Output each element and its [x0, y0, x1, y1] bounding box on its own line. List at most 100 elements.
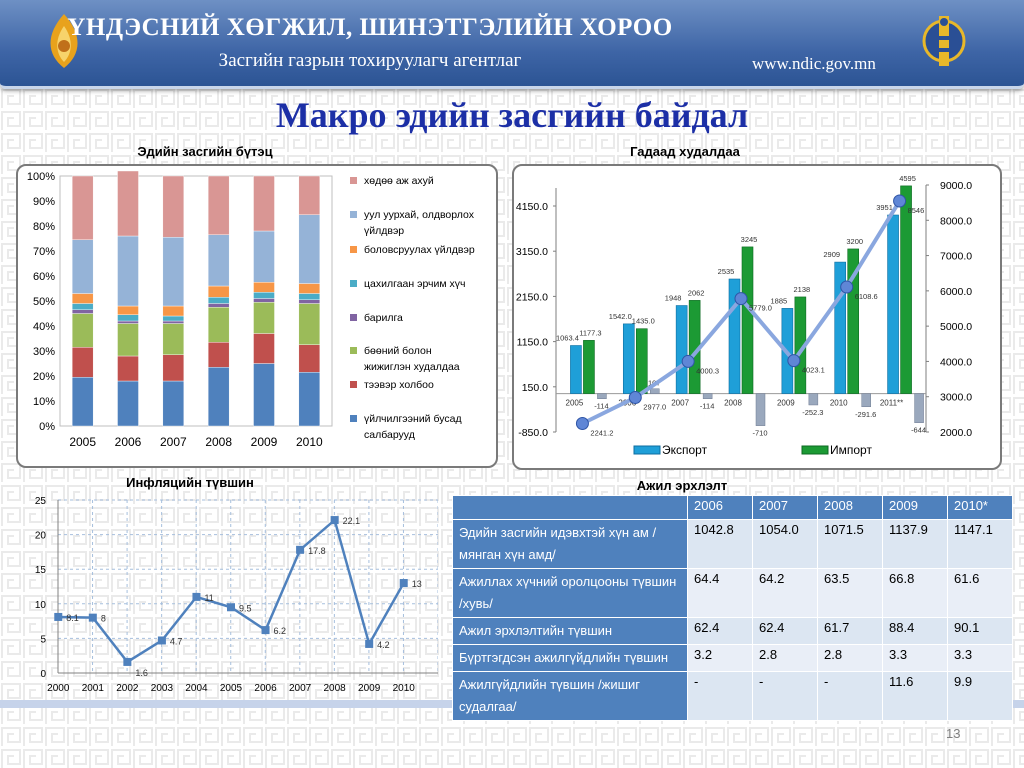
y-tick-label: 5 [40, 634, 46, 645]
table-header-cell: 2010* [947, 495, 1013, 520]
bar-segment [71, 293, 94, 304]
inflation-point [399, 579, 408, 588]
table-cell: 9.9 [947, 671, 1013, 721]
inflation-value-label: 4.7 [170, 636, 183, 646]
legend-label: Экспорт [662, 443, 708, 457]
balance-bar [755, 393, 766, 426]
bar-segment [253, 175, 275, 232]
total-point [893, 194, 907, 208]
x-tick-label: 2008 [324, 683, 347, 694]
legend-swatch [350, 280, 357, 287]
export-bar [887, 214, 899, 394]
table-cell: 63.5 [817, 568, 883, 618]
inflation-point [157, 636, 166, 645]
header-banner: ҮНДЭСНИЙ ХӨГЖИЛ, ШИНЭТГЭЛИЙН ХОРОО Засги… [0, 0, 1024, 89]
bar-segment [298, 344, 321, 373]
total-point [840, 280, 854, 294]
right-tick-label: 8000.0 [940, 215, 972, 227]
x-tick-label: 2010 [393, 683, 416, 694]
bar-segment [162, 175, 185, 238]
x-tick-label: 2010 [296, 435, 323, 449]
inflation-value-label: 13 [412, 579, 422, 589]
bar-segment [207, 303, 230, 308]
page-number: 13 [946, 726, 961, 741]
table-cell: 90.1 [947, 617, 1013, 645]
balance-value-label: -291.6 [855, 410, 876, 419]
bar-segment [207, 234, 230, 287]
bar-segment [117, 320, 139, 324]
row-label: Ажиллах хүчний оролцооны түвшин /хувь/ [452, 568, 688, 618]
y-tick-label: 60% [33, 271, 55, 283]
table-header-cell: 2007 [752, 495, 818, 520]
x-tick-label: 2005 [566, 399, 584, 408]
balance-value-label: -252.3 [802, 408, 823, 417]
bar-segment [162, 320, 185, 324]
table-cell: 62.4 [752, 617, 818, 645]
ndic-logo-icon [50, 14, 78, 68]
legend-label: бөөний болон жижиглэн худалдаа [364, 345, 460, 373]
inflation-value-label: 8.1 [66, 613, 79, 623]
bar-segment [298, 299, 321, 304]
table-cell: 1147.1 [947, 519, 1013, 569]
table-cell: 62.4 [687, 617, 753, 645]
x-tick-label: 2009 [358, 683, 381, 694]
import-bar [900, 185, 912, 394]
table-row: Эдийн засгийн идэвхтэй хүн ам /мянган хү… [452, 519, 1013, 569]
bar-segment [162, 380, 185, 427]
y-tick-label: 20% [33, 371, 55, 383]
inflation-point [54, 612, 63, 621]
inflation-value-label: 22.1 [343, 516, 361, 526]
inflation-point [192, 592, 201, 601]
row-label: Ажил эрхлэлтийн түвшин [452, 617, 688, 645]
import-value-label: 3245 [741, 235, 758, 244]
row-label: Эдийн засгийн идэвхтэй хүн ам /мянган хү… [452, 519, 688, 569]
export-value-label: 1063.4 [556, 334, 579, 343]
total-value-label: 2241.2 [590, 428, 613, 437]
total-point [787, 354, 801, 368]
table-header-blank [452, 495, 688, 520]
x-tick-label: 2006 [254, 683, 277, 694]
bar-segment [162, 315, 185, 322]
total-value-label: 8546 [908, 206, 925, 215]
y-tick-label: 100% [27, 171, 55, 183]
import-value-label: 1177.3 [579, 328, 601, 337]
import-value-label: 1435.0 [632, 317, 655, 326]
total-value-label: 4023.1 [802, 366, 825, 375]
balance-value-label: -710 [752, 429, 767, 438]
export-value-label: 1948 [665, 294, 682, 303]
bar-segment [71, 377, 94, 427]
bar-segment [117, 235, 139, 307]
inflation-point [365, 639, 374, 648]
website-link[interactable]: www.ndic.gov.mn [752, 54, 876, 73]
left-tick-label: 150.0 [522, 382, 548, 394]
inflation-value-label: 8 [101, 614, 106, 624]
y-tick-label: 70% [33, 246, 55, 258]
y-tick-label: 10 [35, 600, 47, 611]
export-bar [570, 345, 582, 394]
legend-label: үйлчилгээний бусад салбарууд [364, 413, 462, 441]
inflation-value-label: 9.5 [239, 603, 252, 613]
bar-segment [207, 175, 230, 235]
right-tick-label: 9000.0 [940, 180, 972, 192]
table-cell: 64.4 [687, 568, 753, 618]
x-tick-label: 2005 [69, 435, 96, 449]
left-tick-label: -850.0 [518, 427, 548, 439]
bar-segment [253, 282, 275, 293]
bar-segment [253, 363, 275, 427]
export-value-label: 2535 [718, 267, 735, 276]
table-cell: 61.6 [947, 568, 1013, 618]
slide-title: Макро эдийн засгийн байдал [275, 95, 749, 135]
table-cell: 2.8 [817, 644, 883, 672]
bar-segment [117, 314, 139, 322]
x-tick-label: 2008 [205, 435, 232, 449]
plot-frame [59, 175, 333, 427]
table-cell: 88.4 [882, 617, 948, 645]
inflation-value-label: 1.6 [135, 668, 148, 678]
bar-segment [298, 214, 321, 284]
bar-segment [162, 305, 185, 317]
x-tick-label: 2007 [289, 683, 312, 694]
import-value-label: 4595 [899, 174, 916, 183]
org-title: ҮНДЭСНИЙ ХӨГЖИЛ, ШИНЭТГЭЛИЙН ХОРОО [67, 14, 673, 41]
bar-segment [207, 307, 230, 343]
export-bar [675, 305, 688, 394]
